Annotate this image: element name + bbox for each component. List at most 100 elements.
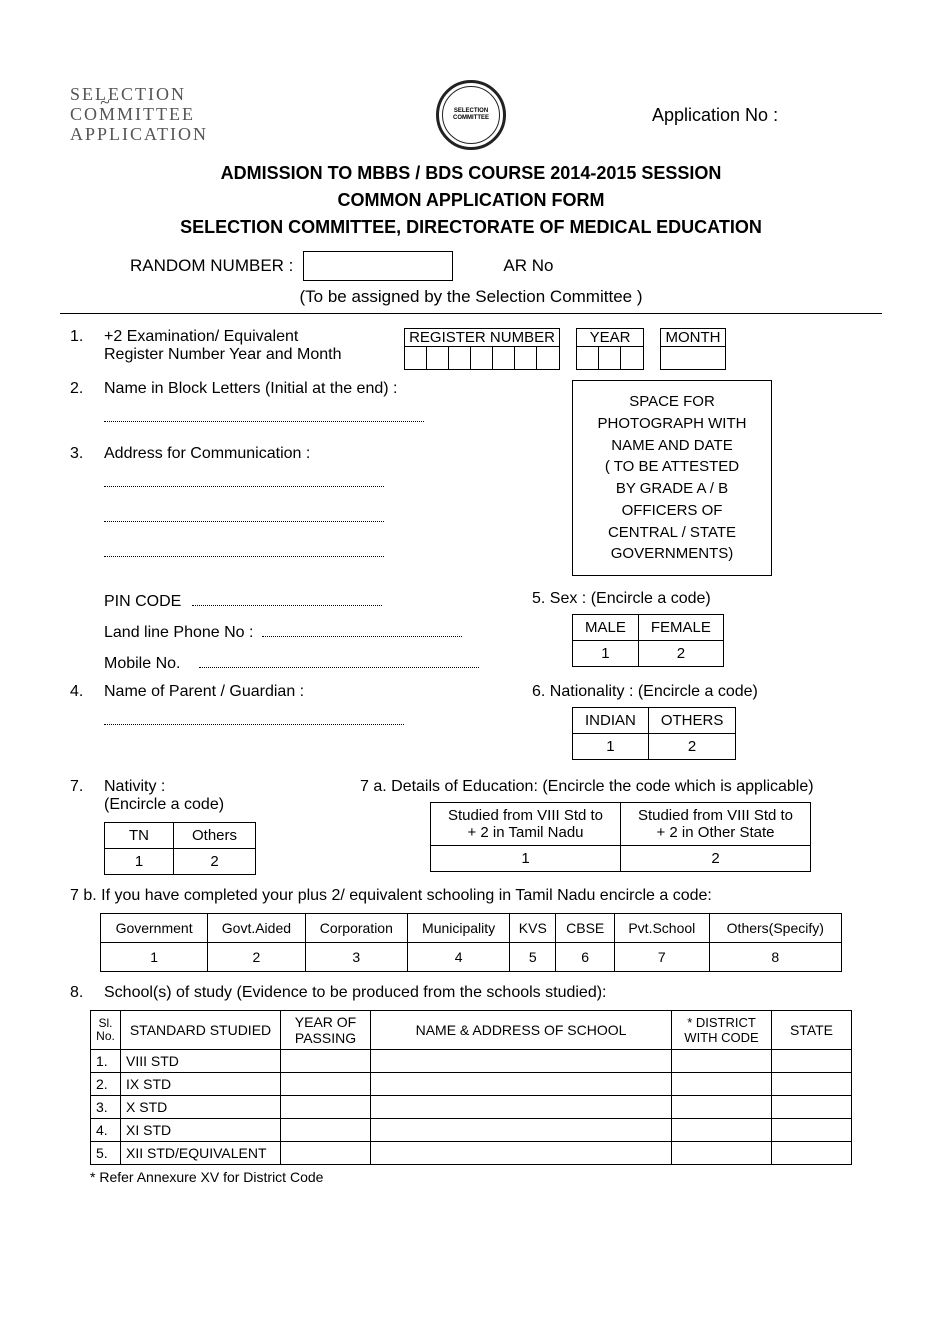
seal-text: SELECTION COMMITTEE	[439, 108, 503, 121]
q8-c1: STANDARD STUDIED	[121, 1011, 281, 1050]
q3-line2[interactable]	[104, 506, 384, 522]
landline-label: Land line Phone No :	[104, 624, 253, 641]
random-number-label: RANDOM NUMBER :	[130, 256, 293, 276]
pin-sex-row: PIN CODE Land line Phone No : Mobile No.…	[70, 590, 872, 673]
table-row[interactable]: 1.VIII STD	[91, 1050, 852, 1073]
assigned-note: (To be assigned by the Selection Committ…	[70, 287, 872, 307]
q7-label: Nativity : (Encircle a code)	[104, 778, 330, 814]
year-label: YEAR	[577, 329, 643, 347]
photo-l3: ( TO BE ATTESTED	[581, 456, 763, 478]
divider	[60, 313, 882, 314]
table-row[interactable]: 5.XII STD/EQUIVALENT	[91, 1142, 852, 1165]
table-row[interactable]: 3.X STD	[91, 1096, 852, 1119]
q7a-label: 7 a. Details of Education: (Encircle the…	[360, 778, 872, 796]
q7a-table[interactable]: Studied from VIII Std to + 2 in Tamil Na…	[430, 802, 811, 872]
q6-v1[interactable]: 2	[648, 734, 736, 760]
q6-table[interactable]: INDIANOTHERS 12	[572, 707, 736, 760]
q7b-v1[interactable]: 2	[208, 943, 305, 972]
stamp-text: SELECTION COMMITTEE APPLICATION ~	[70, 85, 230, 144]
ar-number-label: AR No	[503, 256, 553, 276]
q7a-v1[interactable]: 2	[621, 846, 811, 872]
q7b-h5: CBSE	[556, 914, 615, 943]
signature-mark: ~	[99, 93, 113, 114]
q6-v0[interactable]: 1	[573, 734, 649, 760]
q3-label: Address for Communication :	[104, 445, 502, 463]
mobile-input[interactable]	[199, 652, 479, 668]
landline-row: Land line Phone No :	[104, 621, 502, 642]
q3-line3[interactable]	[104, 541, 384, 557]
title-block: ADMISSION TO MBBS / BDS COURSE 2014-2015…	[70, 160, 872, 241]
q7-v1[interactable]: 2	[174, 849, 256, 875]
year-cells[interactable]	[577, 347, 643, 369]
q4-label: Name of Parent / Guardian :	[104, 683, 502, 701]
q7b-h2: Corporation	[305, 914, 407, 943]
section-2-3: 2. Name in Block Letters (Initial at the…	[70, 380, 872, 576]
q6-h0: INDIAN	[573, 708, 649, 734]
q7b-h0: Government	[101, 914, 208, 943]
photo-l2: NAME AND DATE	[581, 435, 763, 457]
field-q2: 2. Name in Block Letters (Initial at the…	[70, 380, 502, 398]
q7-h0: TN	[105, 823, 174, 849]
q2-input-line[interactable]	[104, 406, 424, 422]
q5-v1[interactable]: 2	[638, 641, 723, 667]
q7b-v0[interactable]: 1	[101, 943, 208, 972]
landline-input[interactable]	[262, 621, 462, 637]
year-group[interactable]: YEAR	[576, 328, 644, 370]
month-group[interactable]: MONTH	[660, 328, 726, 370]
q7-table[interactable]: TNOthers 12	[104, 822, 256, 875]
q7b-label: 7 b. If you have completed your plus 2/ …	[70, 887, 872, 905]
q1-text-a: +2 Examination/ Equivalent	[104, 328, 404, 346]
q3-line1[interactable]	[104, 471, 384, 487]
q7b-v6[interactable]: 7	[615, 943, 710, 972]
field-q3: 3. Address for Communication :	[70, 445, 502, 463]
q8-c3: NAME & ADDRESS OF SCHOOL	[371, 1011, 672, 1050]
q8-c5: STATE	[772, 1011, 852, 1050]
q7-encircle: (Encircle a code)	[104, 796, 330, 814]
photo-l0: SPACE FOR	[581, 391, 763, 413]
q8-c0: Sl. No.	[91, 1011, 121, 1050]
pin-input[interactable]	[192, 590, 382, 606]
q3-num: 3.	[70, 445, 104, 463]
title-line1: ADMISSION TO MBBS / BDS COURSE 2014-2015…	[70, 160, 872, 187]
q7b-v7[interactable]: 8	[709, 943, 841, 972]
stamp-line1: SELECTION	[70, 85, 230, 105]
q5-table[interactable]: MALEFEMALE 12	[572, 614, 724, 667]
q7b-h3: Municipality	[407, 914, 509, 943]
q7-nativity: Nativity :	[104, 778, 330, 796]
pin-row: PIN CODE	[104, 590, 502, 611]
q7-v0[interactable]: 1	[105, 849, 174, 875]
q1-reg-boxes: REGISTER NUMBER YEAR MONTH	[404, 328, 726, 370]
q5-h0: MALE	[573, 615, 639, 641]
table-row[interactable]: 2.IX STD	[91, 1073, 852, 1096]
q5-v0[interactable]: 1	[573, 641, 639, 667]
q7b-table[interactable]: Government Govt.Aided Corporation Munici…	[100, 913, 842, 972]
q7b-h6: Pvt.School	[615, 914, 710, 943]
field-q4: 4. Name of Parent / Guardian :	[70, 683, 502, 701]
stamp-line2: COMMITTEE	[70, 105, 230, 125]
random-number-box[interactable]	[303, 251, 453, 281]
q7b-v5[interactable]: 6	[556, 943, 615, 972]
q7b-v4[interactable]: 5	[510, 943, 556, 972]
q2-num: 2.	[70, 380, 104, 398]
register-number-group[interactable]: REGISTER NUMBER	[404, 328, 560, 370]
q7-num: 7.	[70, 778, 104, 796]
photo-l1: PHOTOGRAPH WITH	[581, 413, 763, 435]
q7b-h1: Govt.Aided	[208, 914, 305, 943]
q4-num: 4.	[70, 683, 104, 701]
q4-input[interactable]	[104, 709, 404, 725]
photo-box[interactable]: SPACE FOR PHOTOGRAPH WITH NAME AND DATE …	[572, 380, 772, 576]
mobile-row: Mobile No.	[104, 652, 502, 673]
q7a-v0[interactable]: 1	[431, 846, 621, 872]
q8-table[interactable]: Sl. No. STANDARD STUDIED YEAR OF PASSING…	[90, 1010, 852, 1165]
table-row[interactable]: 4.XI STD	[91, 1119, 852, 1142]
stamp-line3: APPLICATION	[70, 125, 230, 145]
q8-c2: YEAR OF PASSING	[281, 1011, 371, 1050]
q7b-v3[interactable]: 4	[407, 943, 509, 972]
month-cells[interactable]	[661, 347, 725, 369]
application-form-page: SELECTION COMMITTEE APPLICATION ~ SELECT…	[0, 0, 942, 1333]
q7b-v2[interactable]: 3	[305, 943, 407, 972]
q7b-h4: KVS	[510, 914, 556, 943]
register-number-cells[interactable]	[405, 347, 559, 369]
q8-num: 8.	[70, 984, 104, 1002]
q8-label: School(s) of study (Evidence to be produ…	[104, 984, 872, 1002]
